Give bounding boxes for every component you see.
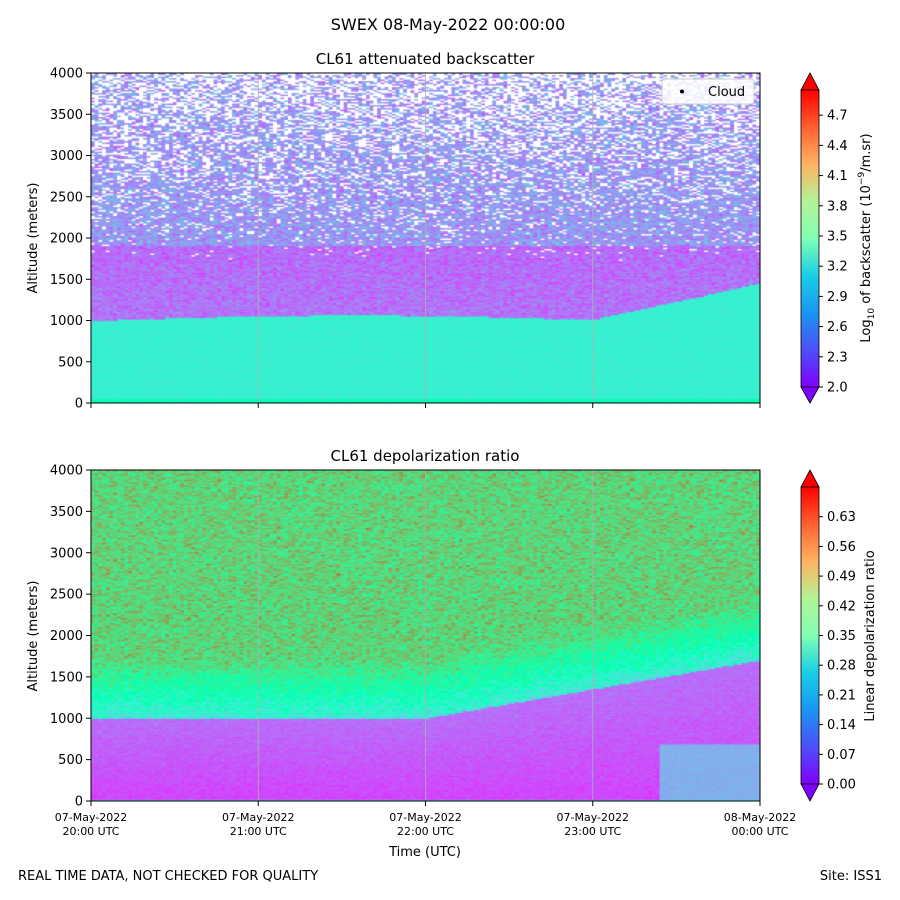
colorbar-tick-label: 2.6 xyxy=(827,320,848,335)
legend-box xyxy=(661,78,755,105)
colorbar-tick-label: 0.14 xyxy=(827,718,856,733)
colorbar2-extend-min xyxy=(800,783,820,802)
depolarization-x-ticks: 07-May-2022 20:00 UTC 07-May-2022 21:00 UTC… xyxy=(55,801,796,838)
colorbar-tick-label: 2.3 xyxy=(827,350,848,365)
colorbar-tick-label: 0.07 xyxy=(827,748,856,763)
colorbar-tick-label: 2.0 xyxy=(827,381,848,396)
y-tick-label: 3000 xyxy=(50,149,83,164)
backscatter-panel: CL61 attenuated backscatter 0 500 1000 1500… xyxy=(26,50,877,412)
cloud-legend[interactable]: Cloud xyxy=(661,78,755,105)
y-tick-label: 1000 xyxy=(50,314,83,329)
y-tick-label: 500 xyxy=(58,355,83,370)
y-tick-label: 1500 xyxy=(50,670,83,685)
x-tick-label: 07-May-2022 23:00 UTC xyxy=(557,811,629,838)
x-tick-label: 07-May-2022 22:00 UTC xyxy=(389,811,461,838)
cloud-marker-icon xyxy=(680,89,684,94)
colorbar1-extend-min xyxy=(800,386,820,404)
depolarization-xlabel: Time (UTC) xyxy=(388,845,461,860)
depolarization-title: CL61 depolarization ratio xyxy=(331,447,520,465)
colorbar1-gradient xyxy=(800,89,820,388)
y-tick-label: 3000 xyxy=(50,546,83,561)
backscatter-x-ticks xyxy=(90,403,761,408)
y-tick-label: 0 xyxy=(75,795,83,810)
colorbar-tick-label: 0.21 xyxy=(827,688,856,703)
backscatter-y-ticks: 0 500 1000 1500 2000 2500 3000 3500 4000 xyxy=(50,67,91,412)
y-tick-label: 4000 xyxy=(50,67,83,82)
colorbar-tick-label: 0.63 xyxy=(827,510,856,525)
colorbar2-extend-max xyxy=(800,469,820,488)
legend-label-cloud: Cloud xyxy=(708,85,745,100)
colorbar1-label: Log10 of backscatter (10−9/m.sr) xyxy=(857,133,877,342)
colorbar1-extend-max xyxy=(800,72,820,91)
y-tick-label: 3500 xyxy=(50,505,83,520)
colorbar-tick-label: 0.00 xyxy=(827,778,856,793)
x-tick-label: 08-May-2022 00:00 UTC xyxy=(724,811,796,838)
colorbar-tick-label: 0.35 xyxy=(827,629,856,644)
y-tick-label: 3500 xyxy=(50,108,83,123)
depolarization-gridlines xyxy=(257,470,594,801)
colorbar-tick-label: 0.56 xyxy=(827,540,856,555)
colorbar-tick-label: 4.4 xyxy=(827,139,848,154)
colorbar-tick-label: 4.7 xyxy=(827,109,848,124)
depolarization-colorbar: 0.00 0.07 0.14 0.21 0.28 0.35 0.42 0.49 0.56 0.63… xyxy=(800,469,878,802)
colorbar-tick-label: 0.42 xyxy=(827,599,856,614)
figure-suptitle: SWEX 08-May-2022 00:00:00 xyxy=(331,15,566,34)
colorbar2-gradient xyxy=(800,486,820,785)
x-tick-label: 07-May-2022 20:00 UTC xyxy=(55,811,127,838)
depolarization-panel: CL61 depolarization ratio 0 500 1000 1500 20… xyxy=(26,447,878,860)
colorbar-tick-label: 3.8 xyxy=(827,199,848,214)
y-tick-label: 500 xyxy=(58,753,83,768)
site-label: Site: ISS1 xyxy=(819,869,882,884)
x-tick-label: 07-May-2022 21:00 UTC xyxy=(222,811,294,838)
colorbar2-label: Linear depolarization ratio xyxy=(863,550,878,721)
colorbar-tick-label: 3.2 xyxy=(827,260,848,275)
y-tick-label: 2500 xyxy=(50,588,83,603)
backscatter-title: CL61 attenuated backscatter xyxy=(316,50,535,68)
colorbar-tick-label: 3.5 xyxy=(827,229,848,244)
colorbar-tick-label: 0.49 xyxy=(827,570,856,585)
colorbar-tick-label: 0.28 xyxy=(827,659,856,674)
colorbar2-ticks: 0.00 0.07 0.14 0.21 0.28 0.35 0.42 0.49 0.56 0.63 xyxy=(819,510,856,793)
depolarization-ylabel: Altitude (meters) xyxy=(26,581,41,692)
colorbar1-ticks: 2.0 2.3 2.6 2.9 3.2 3.5 3.8 4.1 4.4 4.7 xyxy=(819,109,848,396)
colorbar-tick-label: 2.9 xyxy=(827,290,848,305)
y-tick-label: 4000 xyxy=(50,464,83,479)
y-tick-label: 1500 xyxy=(50,273,83,288)
y-tick-label: 2500 xyxy=(50,190,83,205)
y-tick-label: 1000 xyxy=(50,712,83,727)
y-tick-label: 2000 xyxy=(50,629,83,644)
quality-disclaimer: REAL TIME DATA, NOT CHECKED FOR QUALITY xyxy=(18,869,319,884)
colorbar-tick-label: 4.1 xyxy=(827,169,848,184)
depolarization-y-ticks: 0 500 1000 1500 2000 2500 3000 3500 4000 xyxy=(50,464,91,810)
backscatter-colorbar: 2.0 2.3 2.6 2.9 3.2 3.5 3.8 4.1 4.4 4.7 Log10 of … xyxy=(800,72,877,404)
y-tick-label: 2000 xyxy=(50,232,83,247)
backscatter-gridlines xyxy=(257,73,594,403)
y-tick-label: 0 xyxy=(75,397,83,412)
backscatter-ylabel: Altitude (meters) xyxy=(26,183,41,294)
